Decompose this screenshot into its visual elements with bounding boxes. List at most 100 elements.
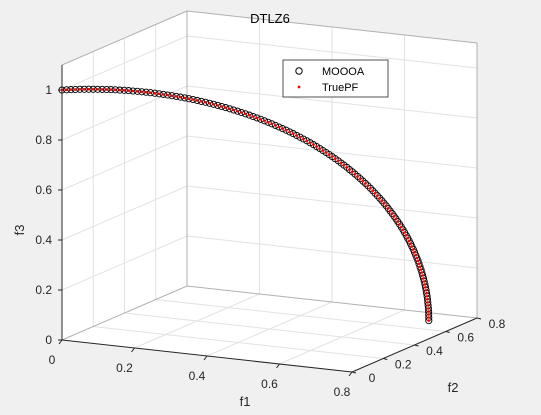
x-tick-mark [203, 355, 208, 361]
y-tick-mark [445, 331, 450, 333]
point-truepf [324, 151, 328, 154]
point-truepf [204, 101, 207, 104]
point-truepf [403, 231, 406, 234]
point-truepf [216, 104, 219, 107]
x-tick-label: 0.6 [261, 377, 278, 391]
point-truepf [277, 125, 281, 129]
point-moooa [172, 92, 180, 100]
point-truepf [298, 135, 302, 139]
x-tick-label: 0 [49, 353, 56, 367]
x-tick-mark [58, 339, 63, 345]
point-truepf [91, 88, 95, 91]
x-tick-label: 0.4 [189, 369, 206, 383]
point-truepf [179, 95, 182, 99]
point-moooa [125, 87, 133, 95]
point-truepf [392, 215, 396, 218]
point-truepf [348, 168, 351, 171]
point-moooa [249, 112, 257, 121]
point-truepf [409, 242, 412, 245]
point-moooa [62, 86, 71, 94]
point-truepf [418, 265, 422, 269]
legend-label-moooa: MOOOA [322, 66, 365, 78]
point-moooa [133, 87, 141, 95]
point-moooa [197, 97, 205, 105]
point-truepf [149, 91, 152, 94]
point-moooa [271, 121, 279, 129]
point-moooa [155, 90, 163, 98]
point-truepf [422, 277, 425, 280]
point-truepf [414, 253, 418, 257]
y-tick-mark [351, 371, 357, 374]
point-moooa [293, 131, 301, 139]
point-truepf [378, 196, 382, 200]
point-moooa [222, 104, 230, 112]
point-truepf [270, 122, 274, 126]
point-truepf [284, 128, 288, 132]
point-moooa [378, 197, 386, 205]
point-truepf [114, 88, 117, 92]
point-truepf [318, 147, 322, 150]
point-truepf [353, 172, 357, 176]
point-truepf [195, 99, 199, 102]
point-truepf [386, 207, 390, 210]
axes-box-edges [61, 10, 478, 373]
point-moooa [234, 107, 242, 115]
point-truepf [421, 274, 425, 277]
point-truepf [74, 88, 77, 91]
point-truepf [236, 109, 239, 113]
point-truepf [423, 283, 427, 286]
point-moooa [218, 102, 226, 111]
point-moooa [286, 128, 294, 136]
point-truepf [109, 88, 113, 91]
point-moooa [111, 86, 119, 94]
point-truepf [212, 103, 215, 106]
y-tick-label: 0.4 [426, 344, 443, 358]
x-tick-mark [276, 363, 280, 369]
z-tick-label: 0 [45, 333, 52, 347]
z-tick-label: 0.2 [35, 283, 52, 297]
point-truepf [427, 319, 431, 322]
point-truepf [153, 91, 157, 95]
point-moooa [376, 194, 384, 202]
point-truepf [410, 245, 414, 248]
point-truepf [384, 204, 388, 208]
point-truepf [131, 89, 135, 93]
point-truepf [96, 88, 99, 91]
point-moooa [168, 92, 176, 100]
point-truepf [281, 127, 284, 130]
point-truepf [424, 289, 428, 292]
point-truepf [288, 130, 292, 134]
z-tick-label: 0.4 [35, 233, 52, 247]
point-moooa [120, 86, 128, 94]
point-truepf [174, 95, 178, 98]
point-moooa [193, 96, 201, 104]
point-truepf [419, 268, 423, 271]
point-truepf [401, 228, 405, 232]
legend-marker-moooa [295, 67, 303, 75]
point-moooa [275, 123, 283, 131]
y-tick-label: 0.2 [395, 358, 412, 372]
point-moooa [176, 93, 184, 101]
point-truepf [122, 89, 126, 92]
point-moooa [159, 90, 167, 98]
point-truepf [220, 105, 223, 108]
z-tick-label: 0.6 [35, 183, 52, 197]
point-moooa [80, 85, 88, 93]
point-moooa [226, 105, 234, 113]
point-moooa [67, 86, 75, 94]
point-moooa [164, 91, 172, 99]
point-truepf [404, 234, 408, 237]
box-edge [61, 285, 188, 341]
point-truepf [263, 119, 266, 123]
point-truepf [208, 102, 211, 105]
point-truepf [302, 137, 305, 141]
point-moooa [201, 98, 210, 106]
point-truepf [83, 88, 86, 91]
data-points [58, 85, 433, 325]
legend: MOOOA TruePF [282, 59, 389, 98]
y-tick-mark [414, 344, 419, 347]
point-truepf [336, 159, 340, 163]
point-truepf [248, 113, 251, 117]
point-truepf [361, 179, 365, 183]
point-truepf [373, 191, 377, 195]
